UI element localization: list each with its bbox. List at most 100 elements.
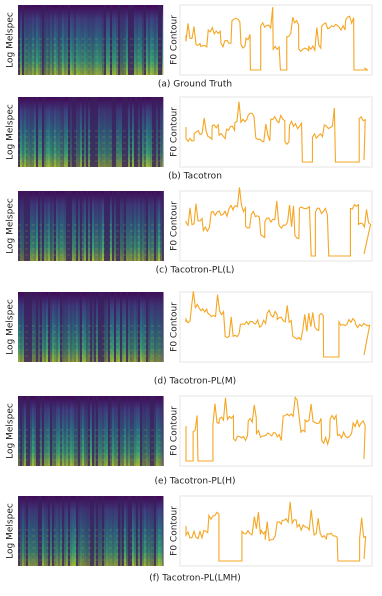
spectrogram-band xyxy=(84,496,86,566)
spectrogram-band xyxy=(30,292,32,362)
spectrogram-band xyxy=(100,396,102,466)
spectrogram-band xyxy=(104,396,106,466)
spectrogram-band xyxy=(82,97,84,167)
spectrogram-band xyxy=(142,496,144,566)
spectrogram-band xyxy=(146,5,148,75)
spectrogram-band xyxy=(48,292,50,362)
spectrogram-band xyxy=(148,97,150,167)
spectrogram-band xyxy=(78,292,80,362)
y-axis-label: F0 Contour xyxy=(170,506,180,556)
spectrogram-band xyxy=(58,191,60,261)
spectrogram-band xyxy=(64,396,66,466)
f0-contour xyxy=(185,187,372,257)
spectrogram-band xyxy=(20,5,22,75)
spectrogram-band xyxy=(96,97,98,167)
spectrogram-band xyxy=(92,97,94,167)
spectrogram-band xyxy=(40,97,42,167)
spectrogram-band xyxy=(62,191,64,261)
spectrogram-band xyxy=(92,496,94,566)
spectrogram-band xyxy=(20,292,22,362)
spectrogram-band xyxy=(158,396,160,466)
spectrogram-band xyxy=(128,496,130,566)
spectrogram-band xyxy=(104,5,106,75)
spectrogram-band xyxy=(54,496,56,566)
caption: (e) Tacotron-PL(H) xyxy=(154,477,235,487)
spectrogram-band xyxy=(158,292,160,362)
spectrogram-band xyxy=(116,97,118,167)
spectrogram-band xyxy=(90,97,92,167)
spectrogram-band xyxy=(96,292,98,362)
spectrogram-band xyxy=(18,97,20,167)
spectrogram-band xyxy=(158,97,160,167)
spectrogram-band xyxy=(76,396,78,466)
spectrogram-band xyxy=(32,5,34,75)
spectrogram-band xyxy=(134,496,136,566)
spectrogram-band xyxy=(134,191,136,261)
spectrogram-band xyxy=(130,292,132,362)
spectrogram-band xyxy=(82,191,84,261)
spectrogram-band xyxy=(76,496,78,566)
spectrogram-band xyxy=(160,496,162,566)
spectrogram-band xyxy=(44,97,46,167)
spectrogram-band xyxy=(86,191,88,261)
spectrogram-band xyxy=(82,396,84,466)
spectrogram-band xyxy=(132,396,134,466)
spectrogram-band xyxy=(26,496,28,566)
spectrogram-band xyxy=(80,5,82,75)
spectrogram-band xyxy=(92,191,94,261)
spectrogram-band xyxy=(152,191,154,261)
spectrogram-band xyxy=(138,292,140,362)
spectrogram-band xyxy=(160,396,162,466)
spectrogram-band xyxy=(162,396,164,466)
spectrogram-band xyxy=(88,292,90,362)
spectrogram-band xyxy=(42,5,44,75)
spectrogram-band xyxy=(152,5,154,75)
spectrogram-band xyxy=(28,292,30,362)
spectrogram-band xyxy=(154,292,156,362)
spectrogram-band xyxy=(52,496,54,566)
spectrogram-band xyxy=(36,496,38,566)
spectrogram-band xyxy=(38,496,40,566)
spectrogram-band xyxy=(146,97,148,167)
panel: Log Melspec F0 Contour (f) Tacotron-PL(LMH… xyxy=(6,495,373,584)
spectrogram-band xyxy=(68,97,70,167)
spectrogram-band xyxy=(118,292,120,362)
spectrogram-band xyxy=(64,191,66,261)
spectrogram-band xyxy=(148,191,150,261)
spectrogram-band xyxy=(104,97,106,167)
spectrogram-band xyxy=(18,396,20,466)
spectrogram-band xyxy=(120,97,122,167)
spectrogram-band xyxy=(20,496,22,566)
spectrogram-band xyxy=(84,396,86,466)
spectrogram-band xyxy=(52,97,54,167)
y-axis-label: Log Melspec xyxy=(6,12,16,68)
spectrogram-band xyxy=(74,396,76,466)
spectrogram-band xyxy=(104,496,106,566)
spectrogram-band xyxy=(144,496,146,566)
spectrogram-band xyxy=(34,191,36,261)
spectrogram-band xyxy=(46,97,48,167)
spectrogram-band xyxy=(66,292,68,362)
spectrogram-band xyxy=(102,5,104,75)
spectrogram-band xyxy=(90,5,92,75)
panel: Log Melspec F0 Contour (c) Tacotron-PL(L) xyxy=(6,187,373,276)
spectrogram-band xyxy=(52,5,54,75)
spectrogram-band xyxy=(24,396,26,466)
spectrogram-band xyxy=(140,97,142,167)
spectrogram-band xyxy=(122,97,124,167)
spectrogram-band xyxy=(22,292,24,362)
spectrogram-band xyxy=(70,496,72,566)
spectrogram-band xyxy=(32,292,34,362)
spectrogram-band xyxy=(144,5,146,75)
spectrogram-band xyxy=(62,396,64,466)
spectrogram-band xyxy=(18,496,20,566)
spectrogram-band xyxy=(54,396,56,466)
spectrogram-band xyxy=(40,5,42,75)
spectrogram-band xyxy=(86,496,88,566)
spectrogram-band xyxy=(102,292,104,362)
spectrogram-band xyxy=(116,496,118,566)
spectrogram-band xyxy=(94,396,96,466)
spectrogram-band xyxy=(158,496,160,566)
spectrogram-band xyxy=(90,496,92,566)
